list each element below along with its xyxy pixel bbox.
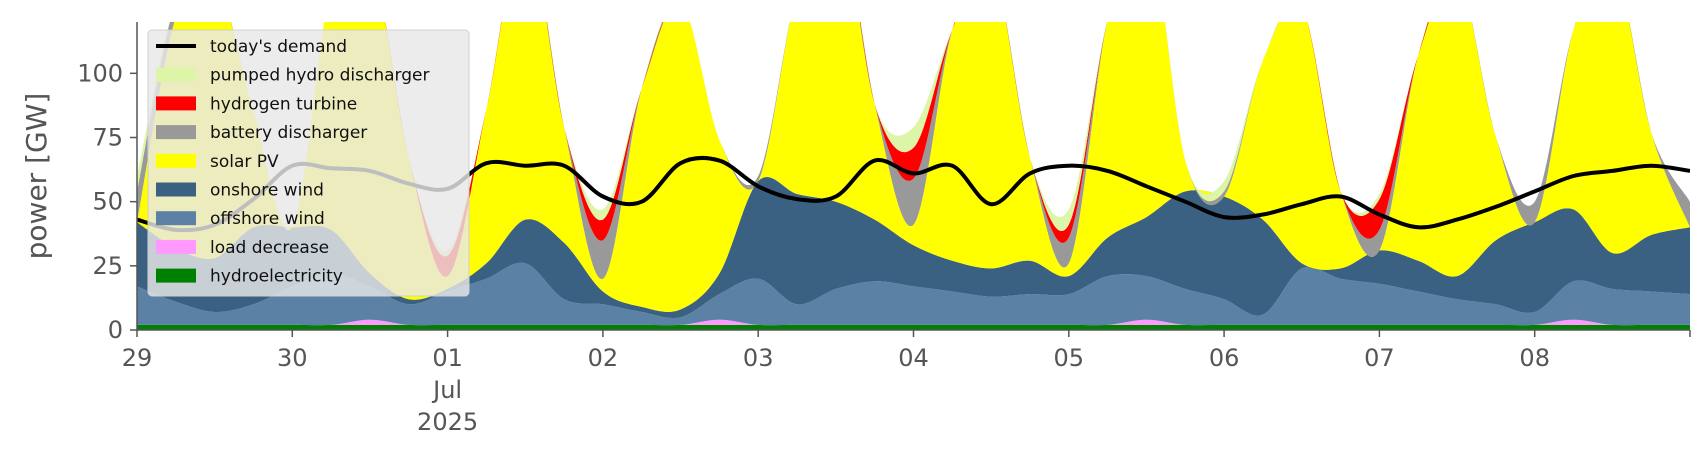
x-tick-label: 03: [743, 344, 774, 372]
x-tick-label: 08: [1519, 344, 1550, 372]
y-tick-label: 100: [77, 59, 123, 87]
legend-label-load-decrease: load decrease: [210, 238, 329, 258]
legend-background: [147, 29, 470, 297]
x-tick-label: 29: [122, 344, 153, 372]
legend-swatch-hydrogen-turbine: [156, 96, 196, 111]
y-axis-label: power [GW]: [20, 93, 53, 260]
x-tick-label: 04: [898, 344, 929, 372]
legend-label-battery-discharger: battery discharger: [210, 123, 367, 143]
legend-label-onshore-wind: onshore wind: [210, 181, 324, 201]
legend-label-offshore-wind: offshore wind: [210, 209, 325, 229]
axes: 0 25 50 75 100 29 30 01 Jul 2025 02 03 04 05 06 07 08: [77, 22, 1691, 436]
legend: today's demand pumped hydro discharger hyd…: [147, 29, 470, 297]
area-solar-pv: [137, 22, 1690, 312]
legend-label-today-s-demand: today's demand: [210, 37, 347, 57]
legend-label-solar-pv: solar PV: [210, 152, 279, 172]
legend-swatch-battery-discharger: [156, 125, 196, 140]
x-tick-label: 05: [1054, 344, 1085, 372]
legend-swatch-solar-pv: [156, 153, 196, 168]
legend-swatch-pumped-hydro-discharger: [156, 67, 196, 82]
legend-label-hydroelectricity: hydroelectricity: [210, 267, 343, 287]
y-tick-label: 50: [92, 188, 123, 216]
legend-swatch-load-decrease: [156, 239, 196, 254]
x-tick-sublabel: Jul: [431, 376, 462, 404]
x-tick-label: 01: [432, 344, 463, 372]
legend-label-hydrogen-turbine: hydrogen turbine: [210, 94, 357, 114]
x-tick-sublabel: 2025: [417, 408, 478, 436]
area-offshore-wind: [137, 262, 1690, 326]
y-tick-label: 0: [108, 316, 123, 344]
area-hydroelectricity: [137, 324, 1690, 330]
x-tick-label: 02: [588, 344, 619, 372]
x-tick-label: 06: [1209, 344, 1240, 372]
legend-swatch-offshore-wind: [156, 211, 196, 226]
y-tick-label: 75: [92, 124, 123, 152]
y-tick-label: 25: [92, 252, 123, 280]
x-tick-label: 30: [277, 344, 308, 372]
legend-label-pumped-hydro-discharger: pumped hydro discharger: [210, 66, 429, 86]
area-onshore-wind: [137, 177, 1690, 319]
stacked-area-layer: [137, 22, 1690, 330]
area-pumped-hydro-discharger: [137, 22, 1690, 257]
x-tick-label: 07: [1364, 344, 1395, 372]
area-hydrogen-turbine: [137, 22, 1690, 277]
legend-swatch-onshore-wind: [156, 182, 196, 197]
legend-swatch-hydroelectricity: [156, 268, 196, 283]
